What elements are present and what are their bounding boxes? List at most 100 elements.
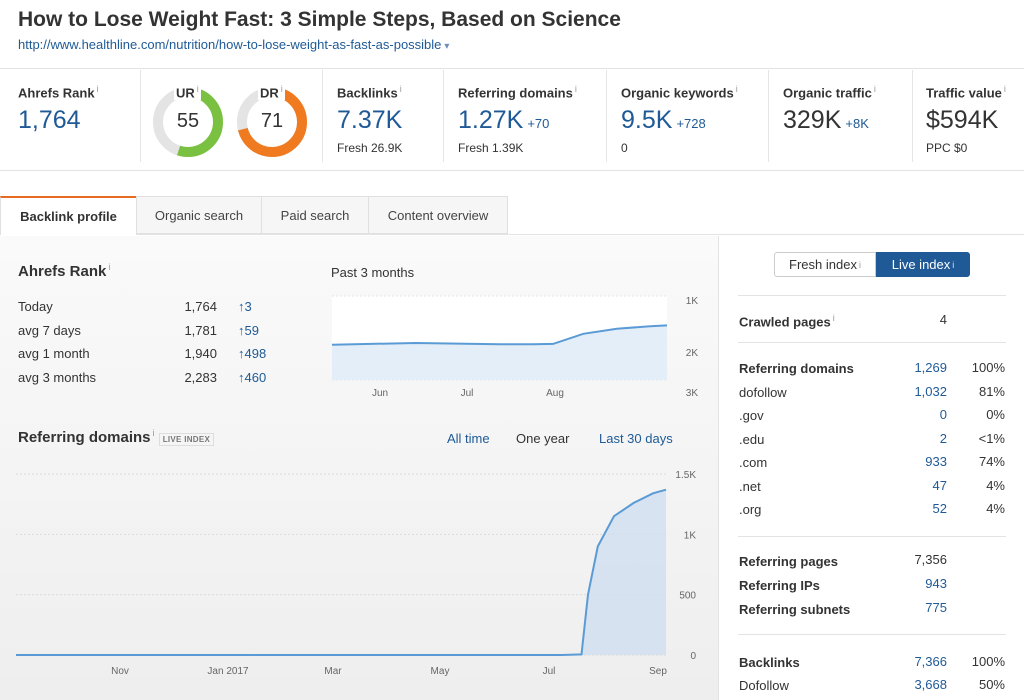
domain-row-value[interactable]: 47: [932, 477, 947, 493]
y-tick-label: 3K: [686, 388, 699, 399]
info-icon[interactable]: i: [873, 84, 876, 94]
ahrefs-rank-title: Ahrefs Rank i: [18, 262, 110, 280]
info-icon[interactable]: i: [952, 259, 955, 270]
fresh-index-button[interactable]: Fresh index i: [774, 252, 876, 277]
tab-backlink-profile[interactable]: Backlink profile: [0, 196, 137, 235]
info-icon[interactable]: i: [280, 84, 283, 94]
info-icon[interactable]: i: [108, 262, 111, 272]
referring-domains-title: Referring domains i LIVE INDEX: [18, 428, 215, 446]
metric-value[interactable]: 1,764: [18, 106, 81, 135]
ur-value: 55: [176, 110, 200, 132]
rank-row-value: 1,940: [184, 346, 217, 361]
dr-value: 71: [260, 110, 284, 132]
domain-row-value[interactable]: 0: [939, 407, 947, 422]
y-tick-label: 500: [679, 591, 696, 602]
backlink-row-value[interactable]: 3,668: [914, 677, 947, 692]
domain-row-label: .gov: [739, 408, 764, 423]
rank-row-label: avg 7 days: [18, 322, 81, 338]
live-index-badge: LIVE INDEX: [158, 433, 215, 446]
metric-referring-domains: Referring domains i 1.27K +70 Fresh 1.39K: [458, 84, 577, 155]
y-tick-label: 1K: [684, 530, 697, 541]
domain-row-value[interactable]: 1,269: [914, 360, 947, 375]
info-icon[interactable]: i: [1003, 84, 1006, 94]
metric-value[interactable]: 9.5K: [621, 106, 673, 135]
domain-row-value[interactable]: 933: [925, 454, 947, 469]
metric-delta: +728: [676, 116, 706, 132]
backlink-row-pct: 100%: [971, 654, 1005, 669]
domain-row-label: .com: [739, 455, 768, 470]
tab-paid-search[interactable]: Paid search: [261, 196, 369, 234]
filter-one-year[interactable]: One year: [516, 431, 570, 446]
page-title: How to Lose Weight Fast: 3 Simple Steps,…: [18, 8, 621, 31]
info-icon[interactable]: i: [858, 259, 861, 270]
domain-row-pct: 0%: [986, 407, 1005, 422]
page-url-link[interactable]: http://www.healthline.com/nutrition/how-…: [18, 37, 449, 52]
divider: [738, 634, 1006, 635]
info-icon[interactable]: i: [735, 84, 738, 94]
chevron-down-icon[interactable]: ▾: [444, 41, 450, 52]
x-tick-label: Sep: [649, 666, 667, 677]
info-icon[interactable]: i: [152, 428, 155, 438]
section-title-text: Referring domains: [18, 429, 151, 446]
divider: [738, 342, 1006, 343]
rank-area: [332, 325, 667, 380]
ref-row-value[interactable]: 775: [925, 600, 947, 615]
url-text[interactable]: http://www.healthline.com/nutrition/how-…: [18, 37, 442, 52]
y-tick-label: 1.5K: [675, 470, 696, 481]
ref-row-value[interactable]: 943: [925, 576, 947, 591]
info-icon[interactable]: i: [574, 84, 577, 94]
domain-row-value[interactable]: 52: [932, 501, 947, 516]
ref-row-label: Referring IPs: [739, 578, 820, 593]
metric-value[interactable]: 329K: [783, 106, 842, 135]
crawled-pages-label: Crawled pages i: [739, 313, 835, 329]
divider: [718, 236, 719, 700]
metric-value[interactable]: 1.27K: [458, 106, 524, 135]
domain-row-label: .org: [739, 502, 762, 517]
metric-organic-traffic: Organic traffic i 329K +8K: [783, 84, 876, 135]
crawled-pages-value: 4: [939, 312, 947, 327]
metric-sub: Fresh 1.39K: [458, 141, 524, 156]
rank-row-label: avg 3 months: [18, 369, 97, 385]
button-label: Fresh index: [789, 257, 857, 272]
domain-row-pct: 81%: [978, 383, 1005, 399]
x-tick-label: Mar: [324, 666, 342, 677]
rank-line: [331, 324, 668, 346]
ur-gauge: UR i 55: [150, 84, 226, 160]
x-tick-label: Jul: [543, 666, 556, 677]
info-icon[interactable]: i: [832, 313, 835, 323]
divider: [140, 70, 141, 162]
domain-row-label: .edu: [739, 431, 765, 447]
metric-backlinks: Backlinks i 7.37K Fresh 26.9K: [337, 84, 402, 155]
divider: [0, 170, 1024, 171]
metric-delta: +8K: [845, 116, 869, 132]
y-tick-label: 2K: [686, 348, 699, 359]
rank-row-label: avg 1 month: [18, 346, 90, 361]
live-index-button[interactable]: Live index i: [876, 252, 970, 277]
metric-value[interactable]: 7.37K: [337, 106, 403, 135]
filter-last-30-days[interactable]: Last 30 days: [599, 431, 673, 446]
info-icon[interactable]: i: [196, 84, 199, 94]
metric-label: Ahrefs Rank: [18, 85, 95, 101]
filter-all-time[interactable]: All time: [447, 431, 490, 446]
domain-row-pct: <1%: [978, 430, 1005, 446]
chart-title: Past 3 months: [331, 265, 415, 280]
domain-row-value[interactable]: 2: [939, 430, 947, 446]
tab-content-overview[interactable]: Content overview: [368, 196, 508, 234]
rank-row-value: 1,764: [184, 299, 217, 314]
backlink-row-label: Dofollow: [739, 678, 789, 693]
domain-row-value[interactable]: 1,032: [914, 383, 947, 399]
domain-row-pct: 4%: [986, 477, 1005, 493]
rank-row-value: 1,781: [184, 322, 217, 338]
info-icon[interactable]: i: [399, 84, 402, 94]
info-icon[interactable]: i: [96, 84, 99, 94]
metric-ahrefs-rank: Ahrefs Rank i 1,764: [18, 84, 99, 135]
metric-label: Referring domains: [458, 85, 573, 101]
divider: [322, 70, 323, 162]
section-title-text: Ahrefs Rank: [18, 263, 107, 280]
domain-row-label: .net: [739, 478, 761, 494]
tab-organic-search[interactable]: Organic search: [136, 196, 262, 234]
rank-row-delta: ↑59: [238, 322, 259, 338]
backlink-row-value[interactable]: 7,366: [914, 654, 947, 669]
x-tick-label: Jul: [461, 388, 474, 399]
backlink-row-label: Backlinks: [739, 655, 800, 670]
